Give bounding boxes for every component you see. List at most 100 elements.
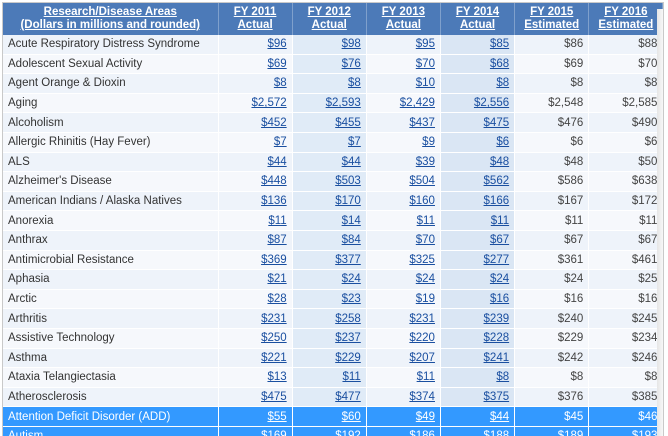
funding-estimate: $240 <box>557 312 584 325</box>
funding-link[interactable]: $7 <box>348 136 361 149</box>
funding-link[interactable]: $9 <box>422 136 435 149</box>
research-area-name: Aging <box>3 93 219 114</box>
funding-link[interactable]: $2,572 <box>251 97 287 110</box>
funding-link[interactable]: $11 <box>268 214 287 227</box>
funding-link[interactable]: $21 <box>267 273 287 286</box>
funding-estimate: $88 <box>638 38 658 51</box>
funding-link[interactable]: $452 <box>261 116 287 129</box>
funding-link[interactable]: $48 <box>489 155 510 168</box>
funding-link[interactable]: $8 <box>273 77 287 90</box>
header-fy2014[interactable]: FY 2014 Actual <box>440 3 516 35</box>
funding-cell: $231 <box>366 308 441 329</box>
funding-link[interactable]: $231 <box>261 312 287 325</box>
funding-link[interactable]: $68 <box>489 57 510 70</box>
funding-link[interactable]: $228 <box>483 332 510 345</box>
funding-link[interactable]: $70 <box>415 57 435 70</box>
funding-link[interactable]: $2,593 <box>325 97 361 110</box>
funding-link[interactable]: $277 <box>483 253 510 266</box>
funding-link[interactable]: $475 <box>261 390 287 403</box>
funding-link[interactable]: $85 <box>489 38 510 51</box>
funding-link[interactable]: $239 <box>483 312 510 325</box>
funding-link[interactable]: $231 <box>409 312 435 325</box>
funding-link[interactable]: $44 <box>489 410 510 423</box>
funding-cell: $9 <box>366 132 441 153</box>
funding-link[interactable]: $55 <box>267 410 287 423</box>
funding-link[interactable]: $11 <box>416 371 435 384</box>
funding-link[interactable]: $188 <box>484 430 510 436</box>
funding-link[interactable]: $186 <box>409 430 435 436</box>
funding-link[interactable]: $87 <box>267 234 287 247</box>
funding-link[interactable]: $70 <box>415 234 435 247</box>
funding-link[interactable]: $6 <box>496 136 510 149</box>
funding-link[interactable]: $2,556 <box>473 97 510 110</box>
research-area-name: Asthma <box>3 348 219 369</box>
funding-link[interactable]: $44 <box>341 155 361 168</box>
funding-link[interactable]: $170 <box>335 195 361 208</box>
funding-link[interactable]: $24 <box>341 273 361 286</box>
funding-link[interactable]: $437 <box>409 116 435 129</box>
funding-link[interactable]: $475 <box>483 116 510 129</box>
funding-link[interactable]: $369 <box>261 253 287 266</box>
funding-link[interactable]: $221 <box>261 351 287 364</box>
funding-link[interactable]: $220 <box>409 332 435 345</box>
funding-link[interactable]: $503 <box>335 175 361 188</box>
funding-link[interactable]: $229 <box>335 351 361 364</box>
funding-link[interactable]: $98 <box>341 38 361 51</box>
funding-link[interactable]: $49 <box>415 410 435 423</box>
funding-link[interactable]: $562 <box>483 175 510 188</box>
funding-link[interactable]: $28 <box>267 293 287 306</box>
funding-link[interactable]: $24 <box>415 273 435 286</box>
funding-link[interactable]: $19 <box>415 293 435 306</box>
funding-link[interactable]: $11 <box>490 214 510 227</box>
funding-link[interactable]: $250 <box>261 332 287 345</box>
funding-link[interactable]: $207 <box>409 351 435 364</box>
funding-link[interactable]: $325 <box>409 253 435 266</box>
funding-link[interactable]: $14 <box>341 214 361 227</box>
header-fy2015[interactable]: FY 2015 Estimated <box>514 3 590 35</box>
funding-link[interactable]: $241 <box>483 351 510 364</box>
funding-link[interactable]: $477 <box>335 390 361 403</box>
funding-link[interactable]: $84 <box>341 234 361 247</box>
funding-link[interactable]: $13 <box>267 371 287 384</box>
funding-link[interactable]: $60 <box>341 410 361 423</box>
header-fy2013[interactable]: FY 2013 Actual <box>366 3 441 35</box>
funding-cell: $160 <box>366 191 441 212</box>
funding-link[interactable]: $8 <box>496 371 510 384</box>
header-fy2016[interactable]: FY 2016 Estimated <box>588 3 663 35</box>
funding-link[interactable]: $136 <box>261 195 287 208</box>
funding-link[interactable]: $8 <box>496 77 510 90</box>
header-fy2011[interactable]: FY 2011 Actual <box>218 3 293 35</box>
funding-link[interactable]: $160 <box>409 195 435 208</box>
funding-link[interactable]: $2,429 <box>399 97 435 110</box>
funding-link[interactable]: $375 <box>483 390 510 403</box>
funding-link[interactable]: $8 <box>348 77 361 90</box>
funding-link[interactable]: $67 <box>489 234 510 247</box>
table-row: Anorexia $11 $14 $11 $11 $11 $11 <box>3 210 663 231</box>
funding-link[interactable]: $237 <box>335 332 361 345</box>
funding-link[interactable]: $39 <box>415 155 435 168</box>
funding-link[interactable]: $24 <box>489 273 510 286</box>
funding-link[interactable]: $76 <box>341 57 361 70</box>
funding-link[interactable]: $192 <box>335 430 361 436</box>
funding-link[interactable]: $96 <box>267 38 287 51</box>
funding-link[interactable]: $23 <box>341 293 361 306</box>
funding-link[interactable]: $7 <box>273 136 287 149</box>
funding-cell: $67 <box>514 230 590 251</box>
funding-link[interactable]: $11 <box>342 371 361 384</box>
funding-link[interactable]: $448 <box>261 175 287 188</box>
funding-link[interactable]: $258 <box>335 312 361 325</box>
funding-link[interactable]: $374 <box>409 390 435 403</box>
header-research-areas[interactable]: Research/Disease Areas (Dollars in milli… <box>3 3 219 35</box>
funding-link[interactable]: $377 <box>335 253 361 266</box>
funding-link[interactable]: $455 <box>335 116 361 129</box>
funding-link[interactable]: $10 <box>415 77 435 90</box>
funding-link[interactable]: $169 <box>261 430 287 436</box>
funding-link[interactable]: $69 <box>267 57 287 70</box>
funding-link[interactable]: $166 <box>483 195 510 208</box>
funding-link[interactable]: $504 <box>409 175 435 188</box>
funding-link[interactable]: $95 <box>415 38 435 51</box>
funding-link[interactable]: $44 <box>267 155 287 168</box>
header-fy2012[interactable]: FY 2012 Actual <box>292 3 367 35</box>
funding-link[interactable]: $11 <box>416 214 435 227</box>
funding-link[interactable]: $16 <box>489 293 510 306</box>
